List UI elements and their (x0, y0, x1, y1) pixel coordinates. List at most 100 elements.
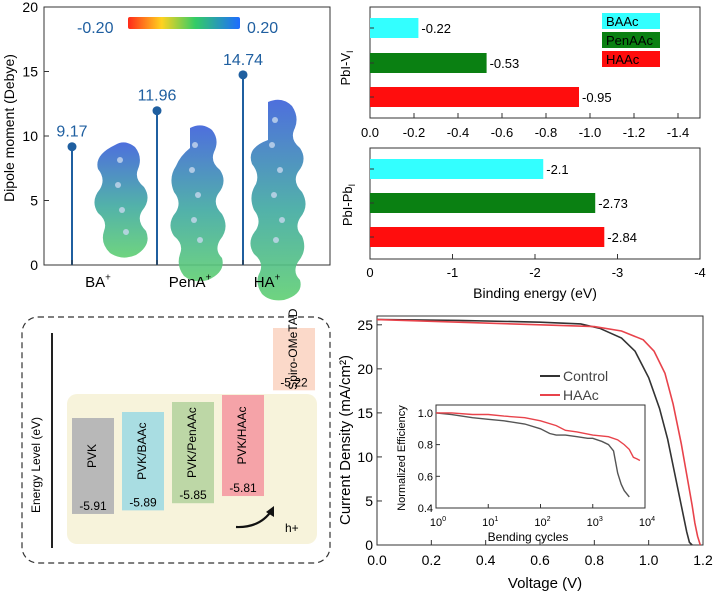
bar-PenAAc (370, 193, 596, 213)
dipole-point-BA+ (67, 142, 77, 152)
inset-x-tick-label: 100 (430, 515, 446, 529)
esp-colorbar (128, 17, 240, 29)
binding-x-tick-label: -4 (694, 265, 706, 280)
dipole-y-axis-label: Dipole moment (Debye) (1, 54, 17, 202)
molecule-pena-illustration (170, 125, 226, 282)
inset-axes-frame (435, 404, 646, 509)
bar-value-label: -2.84 (607, 230, 637, 245)
dipole-y-tick-label: 5 (30, 193, 38, 209)
energy-bar-name: PVK/PenAAc (185, 407, 199, 478)
dipole-x-tick-label: BA+ (85, 272, 111, 291)
jv-x-tick-label: 0.6 (530, 552, 550, 568)
jv-y-tick-label: 5 (365, 493, 373, 509)
dipole-y-tick-label: 0 (30, 257, 38, 273)
jv-x-tick-label: 0.8 (585, 552, 605, 568)
bar-value-label: -2.73 (598, 196, 628, 211)
bar-BAAc (370, 18, 419, 38)
hole-label: h+ (285, 521, 299, 535)
jv-y-axis-label: Current Density (mA/cm²) (337, 355, 354, 525)
binding-x-tick-label: 0.0 (361, 125, 379, 140)
energy-bar-value: -5.81 (229, 481, 257, 495)
energy-axis-label: Energy Level (eV) (29, 417, 43, 513)
legend-swatch-PenAAc (602, 32, 660, 48)
vi-y-axis-label: PbI-VI (338, 50, 355, 85)
inset-x-tick-label-sup: 4 (651, 515, 655, 523)
energy-bar-PVK/BAAc (122, 412, 164, 511)
energy-bar-value: -5.22 (280, 375, 308, 389)
binding-x-axis-label: Binding energy (eV) (473, 285, 597, 301)
inset-x-tick-label-base: 10 (587, 517, 599, 529)
colorbar-max-label: 0.20 (247, 20, 278, 37)
molecule-ha-illustration (250, 99, 306, 301)
inset-x-tick-label-sup: 2 (547, 515, 551, 523)
binding-x-tick-label: -0.8 (535, 125, 557, 140)
energy-bar-value: -5.85 (179, 488, 207, 502)
bar-HAAc (370, 87, 579, 107)
jv-legend-label: HAAc (563, 387, 599, 403)
inset-x-axis-label: Bending cycles (488, 530, 569, 544)
inset-x-tick-label-base: 10 (534, 517, 546, 529)
binding-x-tick-label: -2 (529, 265, 541, 280)
energy-bar-name: PVK/HAAc (235, 407, 249, 465)
inset-y-tick-label: 0.6 (418, 471, 433, 483)
inset-y-axis-label: Normalized Efficiency (396, 405, 408, 511)
legend-label: HAAc (606, 52, 640, 67)
jv-line-Control (376, 318, 693, 546)
dipole-x-tick-label-sup: + (275, 272, 281, 283)
jv-legend-label: Control (563, 368, 608, 384)
energy-level-panel: Energy Level (eV) PVK -5.91 PVK/BAAc -5.89 P… (21, 308, 331, 564)
binding-x-tick-label: -1.0 (579, 125, 601, 140)
jv-y-tick-label: 25 (357, 317, 373, 333)
dipole-y-tick-label: 20 (22, 0, 38, 15)
molecule-ba-illustration (94, 142, 148, 258)
bar-value-label: -0.95 (582, 90, 612, 105)
inset-x-tick-label: 104 (639, 515, 655, 529)
energy-bar-name: PVK/BAAc (135, 423, 149, 480)
inset-y-tick-label: 0.8 (418, 440, 433, 452)
legend-swatch-HAAc (602, 51, 660, 67)
colorbar-min-label: -0.20 (77, 20, 114, 37)
binding-x-tick-label: -3 (612, 265, 624, 280)
jv-x-tick-label: 0.2 (422, 552, 442, 568)
jv-x-tick-label: 1.2 (693, 552, 713, 568)
dipole-x-tick-label-sup: + (105, 272, 111, 283)
jv-y-tick-label: 20 (357, 361, 373, 377)
binding-x-tick-label: -1.4 (667, 125, 689, 140)
energy-bar-name: Spiro-OMeTAD (286, 308, 300, 389)
legend-label: PenAAc (606, 33, 653, 48)
legend-label: BAAc (606, 14, 639, 29)
jv-x-tick-label: 1.0 (639, 552, 659, 568)
binding-energy-vi-panel: -0.22 -0.53 -0.95 0.0 -0.2 -0.4 -0.6 -0.8 -1.0 -… (338, 6, 701, 140)
bar-HAAc (370, 227, 605, 247)
binding-x-tick-label: 0 (366, 265, 373, 280)
dipole-y-tick-label: 15 (22, 64, 38, 80)
dipole-point-PenA+ (152, 106, 162, 116)
dipole-x-tick-label-base: BA (85, 274, 105, 291)
binding-x-tick-label: -1.2 (623, 125, 645, 140)
inset-x-tick-label-sup: 1 (494, 515, 498, 523)
inset-y-tick-label: 1.0 (418, 408, 433, 420)
dipole-y-tick-label: 10 (22, 128, 38, 144)
inset-x-tick-label: 102 (534, 515, 550, 529)
binding-x-tick-label: -0.4 (447, 125, 469, 140)
jv-line-HAAc (376, 318, 702, 546)
energy-bar-value: -5.91 (79, 499, 107, 513)
dipole-point-HA+ (238, 70, 248, 80)
inset-line-Control (435, 412, 630, 498)
inset-x-tick-label: 101 (482, 515, 498, 529)
bar-value-label: -0.53 (490, 56, 520, 71)
energy-bar-PVK/PenAAc (172, 402, 214, 504)
inset-x-tick-label-sup: 3 (599, 515, 603, 523)
pbi-y-axis-label: PbI-PbI (340, 184, 357, 226)
legend-swatch-BAAc (602, 13, 660, 29)
jv-y-tick-label: 15 (357, 405, 373, 421)
binding-energy-pbi-panel: -2.1 -2.73 -2.84 0 -1 -2 -3 -4 PbI-PbI Binding… (340, 147, 706, 301)
bar-BAAc (370, 159, 544, 179)
dipole-x-tick-label: PenA+ (169, 272, 212, 291)
jv-x-tick-label: 0.0 (367, 552, 387, 568)
dipole-x-tick-label: HA+ (254, 272, 281, 291)
dipole-x-tick-label-sup: + (206, 272, 212, 283)
inset-x-tick-label-base: 10 (639, 517, 651, 529)
